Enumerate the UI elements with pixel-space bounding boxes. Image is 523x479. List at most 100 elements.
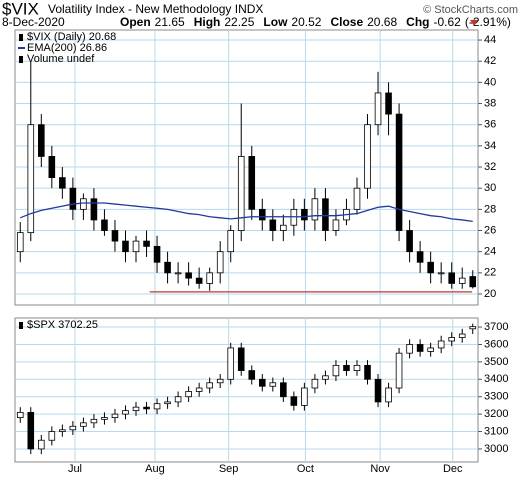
candle-body: [301, 208, 308, 221]
chart-title: $VIX: [2, 0, 39, 18]
candle-body: [206, 272, 213, 284]
candle-body: [174, 272, 182, 275]
candle-body: [27, 411, 35, 450]
stat-value: -0.62: [433, 15, 461, 29]
candle-body: [59, 177, 66, 189]
candle-body: [437, 340, 445, 349]
candle-body: [406, 230, 413, 253]
candle-body: [195, 277, 203, 284]
plot-area: [14, 317, 479, 463]
candle-body: [311, 378, 319, 389]
candle-body: [101, 219, 108, 231]
candle-body: [227, 230, 235, 253]
y-tick-label: 3300: [484, 391, 508, 403]
candle-body: [143, 240, 150, 247]
candle-body: [38, 124, 45, 157]
down-arrow: [470, 20, 478, 26]
x-tick-label: Nov: [370, 463, 390, 475]
candle-body: [364, 364, 371, 380]
legend-label: $SPX 3702.25: [27, 319, 98, 331]
candle-body: [164, 261, 171, 274]
candle-body: [332, 219, 340, 231]
candle-body: [448, 272, 455, 284]
stat-value: 22.25: [224, 15, 254, 29]
stat-value: 20.52: [291, 15, 321, 29]
y-tick-label: 3200: [484, 408, 508, 420]
candle-body: [27, 124, 35, 234]
candle-body: [322, 375, 329, 380]
stat-value: 21.65: [155, 15, 185, 29]
candle-body: [374, 92, 382, 126]
candle-body: [59, 429, 66, 432]
candle-body: [469, 326, 477, 330]
legend-label: $VIX (Daily) 20.68: [27, 31, 116, 43]
candle-body: [206, 382, 213, 389]
x-tick-label: Dec: [443, 463, 463, 475]
candle-body: [248, 370, 256, 380]
candle-body: [216, 251, 224, 274]
candle-body: [427, 261, 434, 274]
candle-body: [406, 344, 413, 354]
candle-body: [416, 344, 424, 352]
y-tick-label: 3500: [484, 356, 508, 368]
y-tick-label: 42: [484, 55, 496, 67]
candle-body: [153, 403, 161, 410]
candle-body: [448, 337, 455, 342]
y-tick-label: 44: [484, 34, 496, 46]
candle-body: [269, 382, 277, 387]
y-tick-label: 20: [484, 288, 496, 300]
candle-body: [132, 240, 140, 253]
credit: © StockCharts.com: [423, 4, 518, 16]
chart-subtitle: Volatility Index - New Methodology INDX: [48, 2, 263, 16]
stats: Open 21.65 High 22.25 Low 20.52 Close 20.68 Chg -…: [120, 15, 511, 29]
candle-body: [38, 439, 45, 450]
y-tick-label: 34: [484, 140, 496, 152]
candle-body: [395, 113, 403, 231]
candle-body: [80, 198, 87, 210]
y-tick-label: 30: [484, 182, 496, 194]
candle-body: [122, 240, 129, 253]
candle-body: [280, 382, 287, 398]
y-tick-label: 3000: [484, 443, 508, 455]
candle-body: [280, 224, 287, 231]
x-tick-label: Sep: [219, 463, 239, 475]
stat-label: Close: [330, 15, 363, 29]
candle-body: [343, 364, 350, 371]
candle-body: [374, 378, 382, 403]
y-tick-label: 24: [484, 246, 496, 258]
candle-body: [416, 251, 424, 263]
y-tick-label: 3100: [484, 425, 508, 437]
candle-body: [385, 92, 392, 115]
candle-body: [153, 245, 161, 263]
stat-value: 20.68: [367, 15, 397, 29]
candle-body: [353, 187, 361, 210]
candle-body: [301, 387, 308, 406]
candle-body: [174, 396, 182, 403]
candle-body: [311, 198, 319, 221]
candle-body: [427, 347, 434, 352]
candle-body: [437, 272, 445, 275]
x-tick-label: Jul: [68, 463, 82, 475]
candle-body: [48, 156, 56, 179]
candle-body: [69, 187, 77, 210]
y-tick-label: 36: [484, 119, 496, 131]
candle-body: [364, 124, 371, 189]
candle-body: [101, 417, 108, 420]
candle-body: [458, 333, 466, 338]
y-tick-label: 38: [484, 97, 496, 109]
candle-body: [227, 347, 235, 380]
candle-body: [353, 364, 361, 371]
candle-body: [16, 411, 24, 418]
stat-label: Open: [120, 15, 151, 29]
candle-body: [69, 425, 77, 431]
x-tick-label: Oct: [297, 463, 314, 475]
candle-body: [322, 198, 329, 231]
candle-body: [216, 378, 224, 384]
y-tick-label: 3600: [484, 338, 508, 350]
candle-body: [122, 410, 129, 415]
ema-line: [20, 202, 473, 223]
candle-body: [469, 276, 477, 288]
candle-body: [385, 387, 392, 403]
